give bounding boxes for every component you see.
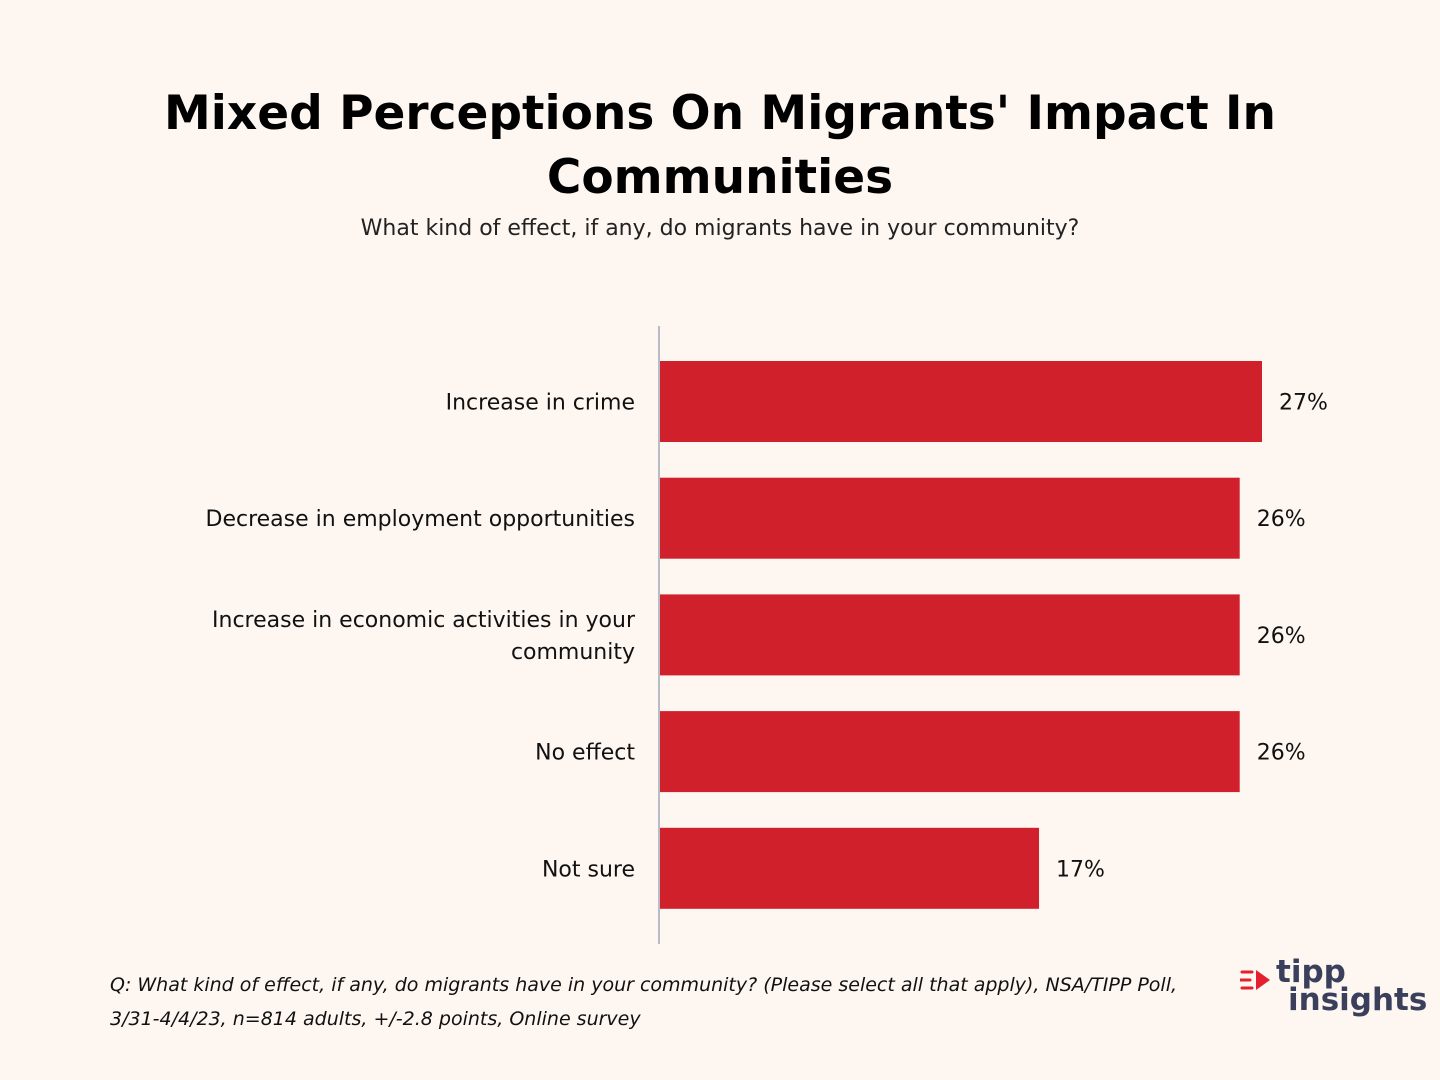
value-label-3: 26% [1257, 624, 1306, 649]
category-label-line: Not sure [542, 857, 635, 882]
category-label-4: No effect [535, 741, 635, 766]
logo-text-insights: insights [1288, 982, 1428, 1018]
category-label-line: community [511, 640, 635, 665]
category-label-line: Increase in economic activities in your [212, 608, 636, 633]
value-label-5: 17% [1056, 857, 1105, 882]
logo-arrow-icon [1240, 970, 1270, 990]
category-label-line: Decrease in employment opportunities [206, 507, 636, 532]
bar-2 [660, 477, 1240, 559]
bar-5 [660, 827, 1040, 909]
chart-subtitle: What kind of effect, if any, do migrants… [360, 216, 1080, 241]
bar-1 [660, 361, 1262, 442]
logo-text-tipp: tipp [1276, 954, 1346, 990]
category-label-1: Increase in crime [446, 391, 635, 416]
value-label-2: 26% [1257, 507, 1306, 532]
bar-3 [660, 594, 1240, 676]
value-label-1: 27% [1279, 391, 1328, 416]
footnote: Q: What kind of effect, if any, do migra… [110, 968, 1200, 1036]
chart-title: Mixed Perceptions On Migrants' Impact In… [164, 86, 1276, 205]
category-label-2: Decrease in employment opportunities [206, 507, 636, 532]
category-label-line: No effect [535, 741, 635, 766]
bar-4 [660, 711, 1240, 793]
category-label-line: Increase in crime [446, 391, 635, 416]
tipp-insights-logo: tipp insights [1240, 957, 1430, 1026]
category-label-5: Not sure [542, 857, 635, 882]
value-label-4: 26% [1257, 741, 1306, 766]
footnote-line-2: 3/31-4/4/23, n=814 adults, +/-2.8 points… [110, 1008, 641, 1030]
category-label-3: Increase in economic activities in your c… [212, 608, 636, 665]
footnote-line-1: Q: What kind of effect, if any, do migra… [110, 974, 1178, 996]
